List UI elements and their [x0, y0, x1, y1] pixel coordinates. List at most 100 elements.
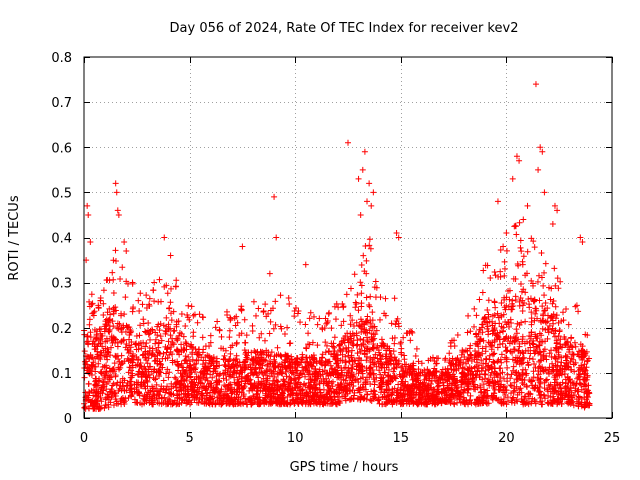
data-point: [584, 357, 591, 364]
data-point: [355, 379, 362, 386]
data-point: [358, 261, 365, 268]
data-point: [156, 276, 163, 283]
data-point: [135, 297, 142, 304]
data-point: [291, 364, 298, 371]
data-point: [363, 294, 370, 301]
data-point: [544, 386, 551, 393]
x-axis-label: GPS time / hours: [290, 460, 399, 475]
data-point: [307, 309, 314, 316]
data-point: [256, 394, 263, 401]
data-point: [438, 369, 445, 376]
data-point: [466, 379, 473, 386]
data-point: [541, 189, 548, 196]
data-point: [454, 332, 461, 339]
data-point: [501, 383, 508, 390]
data-point: [361, 268, 368, 275]
data-point: [252, 312, 259, 319]
data-point: [549, 300, 556, 307]
data-point: [432, 360, 439, 367]
data-point: [95, 305, 102, 312]
data-point: [455, 365, 462, 372]
data-point: [273, 234, 280, 241]
data-point: [87, 239, 94, 246]
data-point: [490, 390, 497, 397]
data-point: [346, 396, 353, 403]
data-point: [520, 286, 527, 293]
data-point: [259, 370, 266, 377]
data-point: [519, 261, 526, 268]
data-point: [372, 278, 379, 285]
data-point: [501, 258, 508, 265]
data-point: [344, 369, 351, 376]
data-point: [565, 321, 572, 328]
data-point: [360, 252, 367, 259]
data-point: [473, 312, 480, 319]
data-point: [482, 355, 489, 362]
data-point: [490, 359, 497, 366]
data-point: [154, 332, 161, 339]
data-point: [203, 400, 210, 407]
data-point: [370, 189, 377, 196]
data-point: [355, 370, 362, 377]
data-point: [521, 340, 528, 347]
data-point: [112, 336, 119, 343]
data-point: [516, 343, 523, 350]
data-point: [464, 329, 471, 336]
data-point: [145, 331, 152, 338]
data-point: [152, 336, 159, 343]
data-point: [97, 356, 104, 363]
data-point: [233, 313, 240, 320]
data-point: [109, 382, 116, 389]
data-point: [548, 328, 555, 335]
y-axis-label: ROTI / TECUs: [7, 195, 22, 280]
data-point: [264, 393, 271, 400]
data-point: [258, 365, 265, 372]
data-point: [96, 375, 103, 382]
data-point: [336, 398, 343, 405]
data-point: [348, 347, 355, 354]
data-point: [507, 382, 514, 389]
data-point: [226, 381, 233, 388]
data-point: [129, 308, 136, 315]
data-point: [390, 348, 397, 355]
data-point: [412, 353, 419, 359]
data-point: [163, 282, 170, 289]
data-point: [167, 252, 174, 259]
data-point: [400, 334, 407, 341]
data-point: [174, 358, 181, 365]
data-point: [358, 342, 365, 349]
data-point: [96, 326, 103, 333]
data-point: [471, 364, 478, 371]
data-point: [497, 365, 504, 372]
data-point: [391, 295, 398, 302]
data-point: [190, 344, 197, 351]
data-point: [359, 384, 366, 391]
data-point: [213, 377, 220, 384]
data-point: [309, 339, 316, 346]
data-point: [410, 382, 417, 389]
data-point: [537, 394, 544, 401]
data-point: [491, 299, 498, 306]
data-point: [185, 302, 192, 309]
data-point: [511, 346, 518, 353]
data-point: [278, 353, 285, 360]
data-point: [266, 270, 273, 277]
data-point: [482, 371, 489, 378]
data-point: [517, 385, 524, 392]
data-point: [81, 348, 88, 355]
x-tick-label: 5: [185, 431, 193, 446]
data-point: [542, 260, 549, 267]
data-point: [367, 293, 374, 300]
data-point: [194, 351, 201, 358]
data-point: [299, 364, 306, 371]
data-point: [373, 327, 380, 334]
data-point: [338, 322, 345, 329]
data-point: [398, 345, 405, 352]
data-point: [181, 357, 188, 364]
data-point: [364, 319, 371, 326]
data-point: [314, 342, 321, 349]
data-point: [199, 349, 206, 356]
data-point: [86, 316, 93, 323]
data-point: [377, 294, 384, 301]
data-point: [145, 351, 152, 358]
